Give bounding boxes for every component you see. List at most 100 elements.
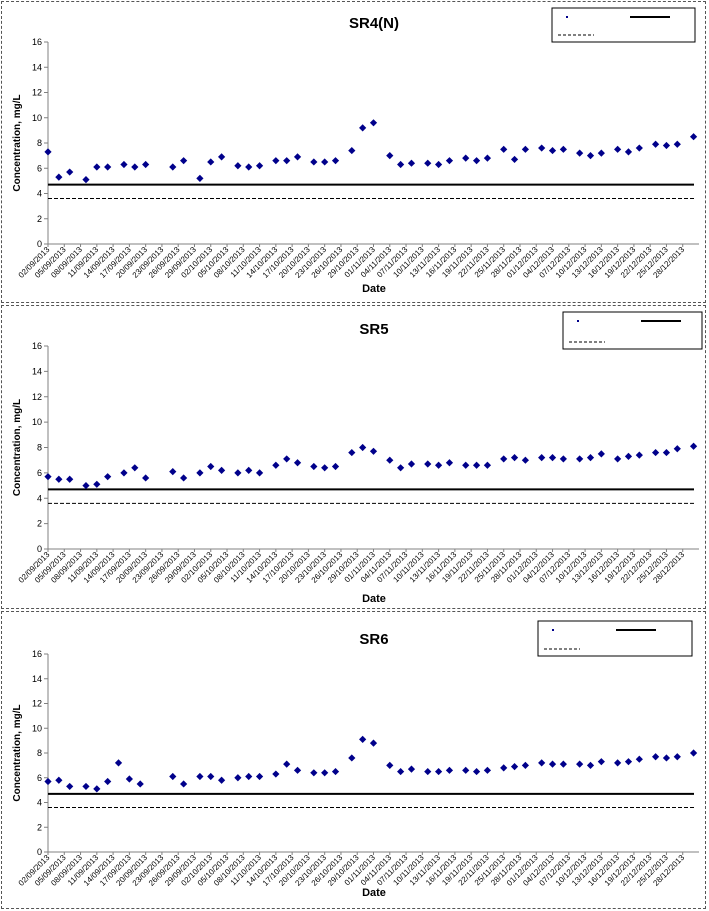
y-tick-label: 2 [37, 822, 42, 832]
data-point [207, 158, 215, 166]
data-point [472, 157, 481, 165]
chart-panel-sr4n: SR4(N) 0 2 4 6 8 10 12 14 16 Concentration, mg/L 02… [1, 1, 706, 303]
y-tick-label: 4 [37, 493, 42, 503]
data-point [424, 159, 432, 167]
data-point [559, 455, 567, 463]
data-point [483, 461, 492, 469]
data-point [66, 168, 74, 176]
data-point [255, 162, 264, 170]
data-point [586, 454, 595, 462]
data-point [652, 753, 660, 761]
data-point [407, 159, 416, 167]
y-tick-label: 12 [32, 88, 42, 98]
y-tick-label: 14 [32, 62, 42, 72]
x-axis-label: Date [362, 887, 386, 899]
data-point [120, 469, 128, 477]
data-point [66, 782, 74, 791]
legend-marker [552, 629, 554, 631]
data-point [673, 140, 681, 148]
data-point [635, 144, 643, 152]
data-point [689, 133, 698, 141]
data-point [245, 163, 253, 171]
data-point [576, 455, 584, 463]
data-point [635, 755, 643, 763]
data-point [234, 469, 242, 477]
data-point [310, 462, 318, 471]
data-point [207, 462, 215, 471]
data-point [673, 445, 681, 453]
data-point [104, 473, 112, 481]
data-point [196, 174, 204, 182]
chart-panel-sr6: SR6 0 2 4 6 8 10 12 14 16 Concentration, mg/L 02/09… [1, 611, 706, 909]
data-point [331, 462, 340, 471]
y-tick-label: 16 [32, 649, 42, 659]
data-point [169, 468, 177, 476]
data-point [538, 454, 546, 462]
y-tick-label: 4 [37, 798, 42, 808]
y-axis-label: Concentration, mg/L [12, 94, 23, 191]
y-axis-label: Concentration, mg/L [12, 399, 23, 496]
data-point [218, 776, 226, 784]
data-point [662, 754, 671, 762]
data-point [559, 145, 567, 153]
x-axis-label: Date [362, 283, 386, 295]
y-tick-label: 8 [37, 443, 42, 453]
data-point [310, 158, 318, 166]
data-point [510, 763, 519, 771]
data-point [359, 443, 367, 452]
data-point [445, 459, 454, 467]
data-point [559, 760, 567, 768]
data-point [283, 455, 291, 463]
data-point [142, 474, 150, 482]
data-point [272, 157, 280, 165]
chart-title: SR6 [359, 631, 388, 648]
data-point [255, 469, 264, 477]
data-point [82, 782, 90, 791]
y-tick-label: 12 [32, 699, 42, 709]
data-point [483, 154, 492, 162]
data-point [510, 454, 519, 462]
data-point [424, 767, 432, 776]
y-tick-label: 10 [32, 113, 42, 123]
data-point [44, 777, 52, 786]
data-point [369, 739, 378, 747]
data-point [321, 464, 329, 472]
x-axis-label: Date [362, 593, 386, 605]
data-point [624, 148, 633, 156]
y-axis-label: Concentration, mg/L [12, 704, 23, 801]
y-tick-label: 2 [37, 214, 42, 224]
data-point [576, 149, 584, 157]
data-point [207, 772, 215, 781]
data-point [196, 469, 204, 477]
data-point [359, 124, 367, 132]
data-point [169, 772, 177, 781]
data-point [521, 145, 529, 153]
legend-box [562, 311, 703, 350]
data-point [538, 759, 546, 767]
data-point [662, 141, 671, 150]
data-point [689, 442, 698, 450]
data-point [407, 460, 416, 468]
data-point [131, 163, 139, 171]
data-point [255, 772, 264, 781]
data-point [180, 157, 188, 165]
data-point [624, 452, 633, 460]
data-point [472, 461, 481, 469]
data-point [586, 152, 595, 160]
data-point [55, 173, 63, 181]
legend [537, 620, 693, 657]
data-point [44, 148, 52, 156]
data-point [136, 780, 144, 788]
data-point [597, 758, 605, 766]
data-point [445, 157, 454, 165]
data-point [472, 767, 481, 776]
y-tick-label: 2 [37, 519, 42, 529]
y-tick-label: 12 [32, 392, 42, 402]
y-tick-label: 10 [32, 417, 42, 427]
data-point [283, 760, 291, 768]
legend-marker [577, 320, 579, 322]
data-point [180, 474, 188, 482]
data-point [169, 163, 177, 171]
data-point [104, 777, 112, 786]
